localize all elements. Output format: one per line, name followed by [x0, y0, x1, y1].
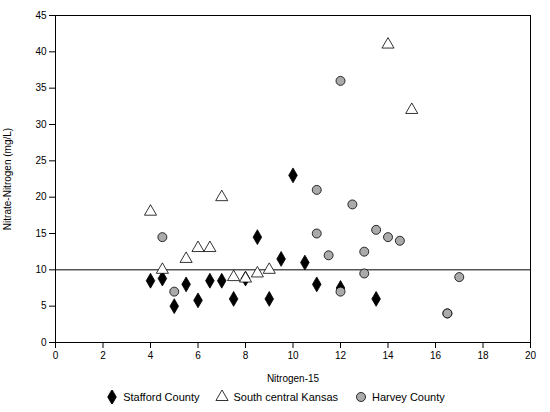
html-text:Harvey County: Harvey County — [372, 391, 445, 403]
svg-text:10: 10 — [287, 350, 299, 361]
svg-text:16: 16 — [430, 350, 442, 361]
svg-text:10: 10 — [35, 264, 47, 275]
svg-text:0: 0 — [53, 350, 59, 361]
svg-text:8: 8 — [243, 350, 249, 361]
svg-text:40: 40 — [35, 46, 47, 57]
svg-text:2: 2 — [100, 350, 106, 361]
svg-text:12: 12 — [335, 350, 347, 361]
svg-text:18: 18 — [477, 350, 489, 361]
svg-text:4: 4 — [148, 350, 154, 361]
svg-text:20: 20 — [35, 191, 47, 202]
svg-text:Nitrogen-15: Nitrogen-15 — [267, 373, 320, 384]
svg-text:30: 30 — [35, 119, 47, 130]
svg-text:6: 6 — [195, 350, 201, 361]
svg-text:5: 5 — [41, 300, 47, 311]
svg-text:45: 45 — [35, 10, 47, 21]
svg-text:0: 0 — [41, 337, 47, 348]
svg-text:14: 14 — [382, 350, 394, 361]
html-text:South central Kansas: South central Kansas — [233, 391, 338, 403]
svg-text:35: 35 — [35, 82, 47, 93]
svg-text:20: 20 — [525, 350, 537, 361]
svg-text:Nitrate-Nitrogen (mg/L): Nitrate-Nitrogen (mg/L) — [2, 128, 13, 230]
html-text:Stafford County: Stafford County — [123, 391, 200, 403]
svg-text:15: 15 — [35, 228, 47, 239]
svg-text:25: 25 — [35, 155, 47, 166]
